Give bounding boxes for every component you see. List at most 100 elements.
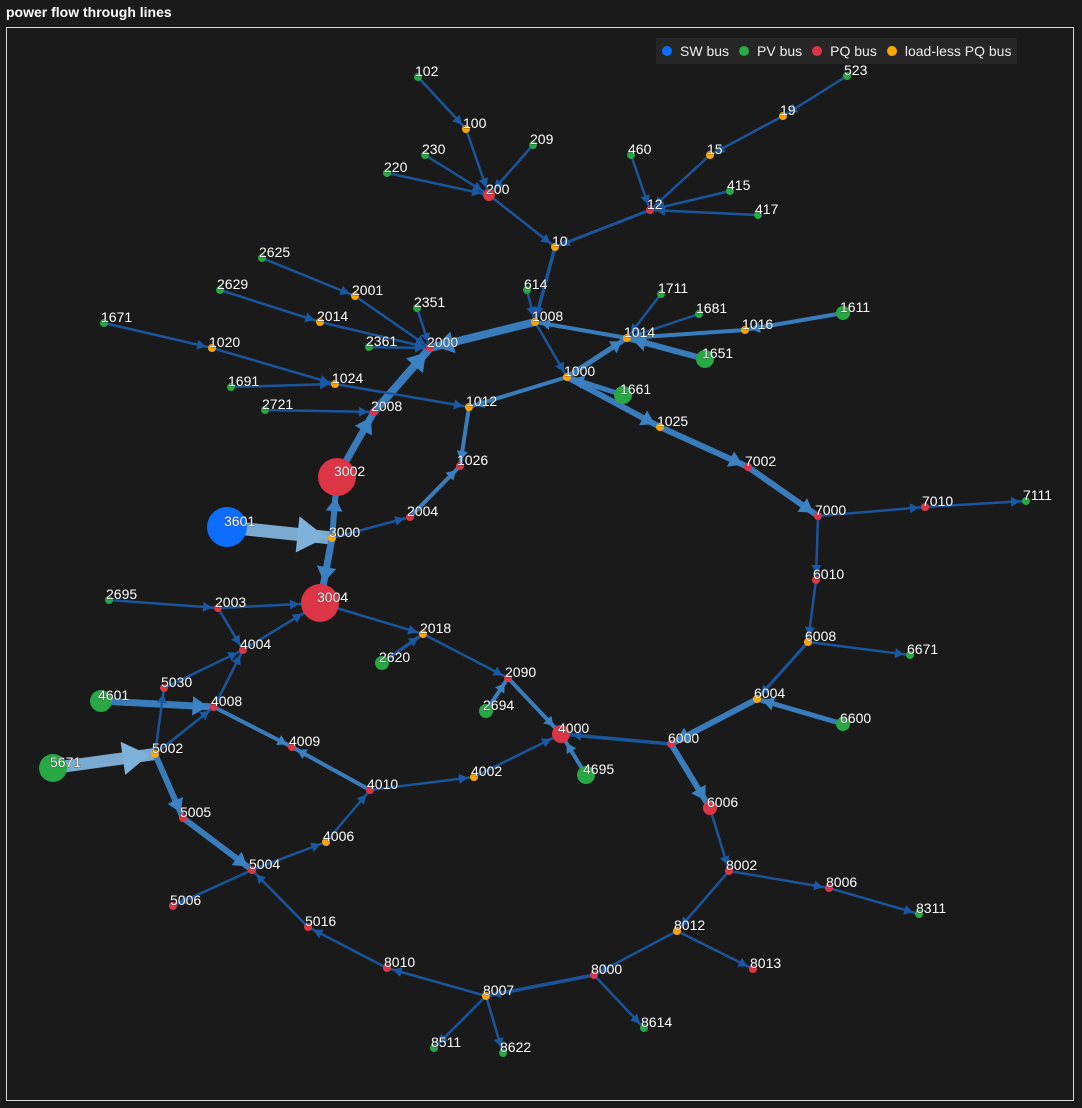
bus-node-1711[interactable] [657, 290, 665, 298]
bus-node-12[interactable] [646, 206, 654, 214]
bus-node-4008[interactable] [210, 703, 218, 711]
bus-node-2000[interactable] [426, 344, 434, 352]
bus-node-2018[interactable] [419, 630, 427, 638]
bus-node-415[interactable] [726, 187, 734, 195]
bus-node-5016[interactable] [304, 923, 312, 931]
bus-node-2625[interactable] [258, 254, 266, 262]
line-6008-6671[interactable] [807, 640, 911, 657]
line-417-12[interactable] [649, 208, 759, 217]
line-7010-7111[interactable] [924, 499, 1027, 509]
bus-node-6008[interactable] [804, 638, 812, 646]
bus-node-1025[interactable] [656, 423, 664, 431]
bus-node-2351[interactable] [413, 304, 421, 312]
bus-node-100[interactable] [462, 125, 470, 133]
bus-node-8010[interactable] [383, 964, 391, 972]
line-1020-1024[interactable] [211, 346, 336, 386]
legend-item-sw[interactable]: SW bus [662, 43, 729, 59]
bus-node-8311[interactable] [915, 910, 923, 918]
bus-node-1014[interactable] [623, 334, 631, 342]
bus-node-1020[interactable] [208, 344, 216, 352]
line-2625-2001[interactable] [261, 256, 356, 298]
bus-node-4006[interactable] [322, 838, 330, 846]
bus-node-4695[interactable] [577, 766, 595, 784]
bus-node-230[interactable] [421, 151, 429, 159]
bus-node-102[interactable] [414, 73, 422, 81]
line-2014-2000[interactable] [319, 320, 431, 350]
bus-node-1008[interactable] [531, 318, 539, 326]
bus-node-15[interactable] [706, 151, 714, 159]
bus-node-5004[interactable] [248, 866, 256, 874]
bus-node-6600[interactable] [836, 717, 850, 731]
line-7000-7010[interactable] [817, 505, 926, 518]
line-8002-8006[interactable] [728, 869, 830, 890]
line-8007-8010[interactable] [386, 966, 487, 998]
bus-node-5005[interactable] [179, 814, 187, 822]
bus-node-614[interactable] [523, 286, 531, 294]
bus-node-8012[interactable] [673, 927, 681, 935]
bus-node-1691[interactable] [227, 383, 235, 391]
bus-node-2008[interactable] [370, 408, 378, 416]
bus-node-1671[interactable] [100, 319, 108, 327]
bus-node-2695[interactable] [105, 596, 113, 604]
bus-node-10[interactable] [551, 243, 559, 251]
bus-node-8002[interactable] [725, 867, 733, 875]
bus-node-1000[interactable] [563, 373, 571, 381]
line-614-1008[interactable] [525, 289, 537, 323]
bus-node-2721[interactable] [261, 406, 269, 414]
bus-node-523[interactable] [843, 72, 851, 80]
bus-node-2629[interactable] [216, 286, 224, 294]
bus-node-4004[interactable] [239, 646, 247, 654]
bus-node-3002[interactable] [318, 458, 356, 496]
bus-node-2620[interactable] [375, 656, 389, 670]
legend-item-pv[interactable]: PV bus [739, 43, 802, 59]
bus-node-7000[interactable] [814, 512, 822, 520]
bus-node-2001[interactable] [351, 292, 359, 300]
bus-node-4000[interactable] [552, 725, 570, 743]
bus-node-7111[interactable] [1022, 497, 1030, 505]
line-2629-2014[interactable] [219, 288, 321, 324]
line-2001-2000[interactable] [354, 294, 431, 350]
bus-node-209[interactable] [529, 141, 537, 149]
bus-node-8622[interactable] [499, 1049, 507, 1057]
bus-node-3004[interactable] [301, 584, 339, 622]
line-4010-4002[interactable] [369, 775, 475, 792]
bus-node-1651[interactable] [696, 350, 714, 368]
bus-node-7002[interactable] [744, 463, 752, 471]
bus-node-2361[interactable] [365, 343, 373, 351]
line-1671-1020[interactable] [103, 321, 213, 350]
bus-node-417[interactable] [754, 211, 762, 219]
bus-node-6000[interactable] [667, 740, 675, 748]
line-8000-8007[interactable] [485, 973, 595, 998]
bus-node-7010[interactable] [921, 503, 929, 511]
bus-node-1026[interactable] [456, 462, 464, 470]
bus-node-1016[interactable] [741, 326, 749, 334]
line-220-200[interactable] [386, 171, 490, 197]
line-1014-1008[interactable] [534, 320, 628, 340]
line-1000-1012[interactable] [468, 375, 568, 409]
bus-node-2004[interactable] [406, 513, 414, 521]
bus-node-8511[interactable] [430, 1044, 438, 1052]
bus-node-1661[interactable] [614, 386, 632, 404]
bus-node-6010[interactable] [812, 576, 820, 584]
bus-node-5006[interactable] [169, 902, 177, 910]
bus-node-4601[interactable] [90, 690, 112, 712]
bus-node-5671[interactable] [39, 754, 67, 782]
line-8006-8311[interactable] [828, 886, 920, 916]
bus-node-8614[interactable] [640, 1024, 648, 1032]
bus-node-4009[interactable] [288, 743, 296, 751]
bus-node-5002[interactable] [151, 750, 159, 758]
bus-node-220[interactable] [383, 169, 391, 177]
bus-node-2003[interactable] [214, 604, 222, 612]
bus-node-5030[interactable] [160, 684, 168, 692]
bus-node-4002[interactable] [470, 773, 478, 781]
line-2018-2090[interactable] [422, 632, 509, 680]
bus-node-8007[interactable] [482, 992, 490, 1000]
legend-item-loadless[interactable]: load-less PQ bus [886, 43, 1011, 59]
line-2721-2008[interactable] [264, 408, 375, 414]
line-2695-2003[interactable] [108, 598, 219, 610]
bus-node-2014[interactable] [316, 318, 324, 326]
bus-node-6006[interactable] [703, 801, 717, 815]
bus-node-8000[interactable] [590, 971, 598, 979]
bus-node-6671[interactable] [906, 651, 914, 659]
line-8012-8000[interactable] [593, 929, 678, 977]
